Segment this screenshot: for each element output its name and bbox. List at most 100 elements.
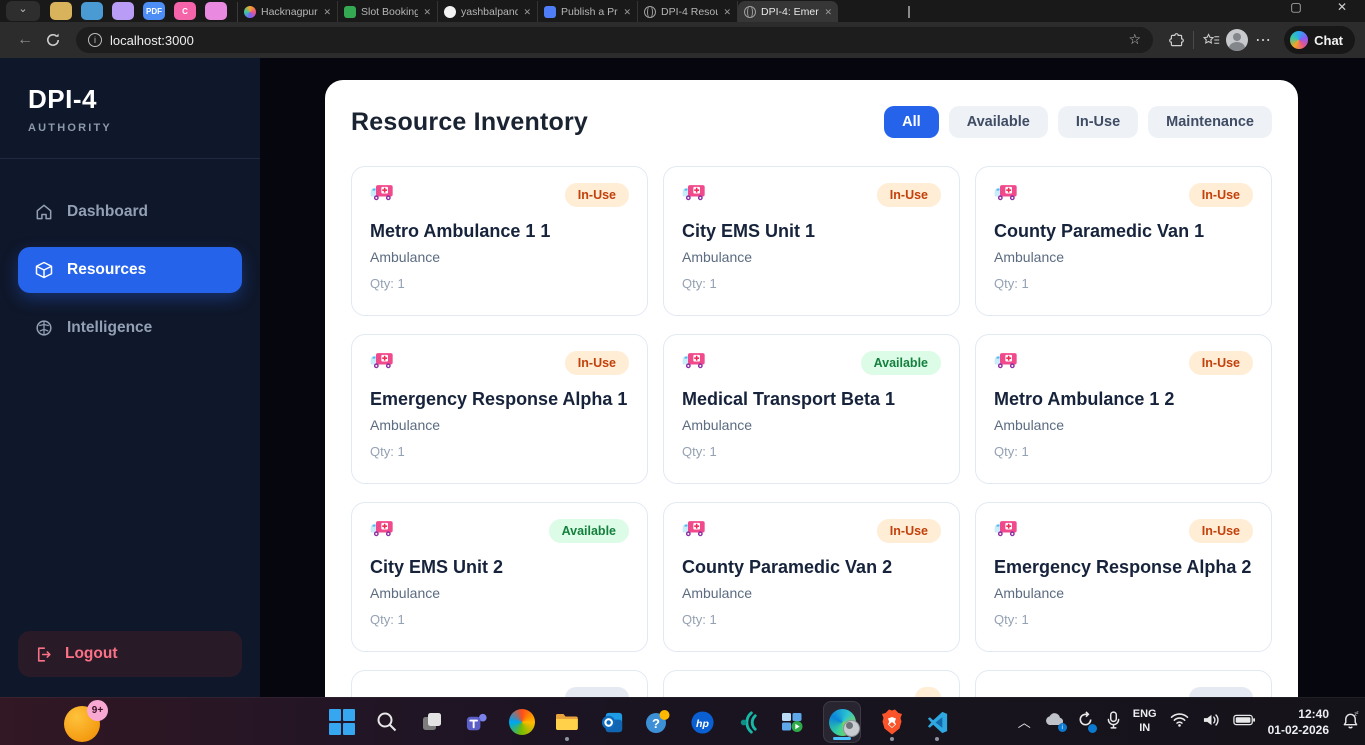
start-button[interactable] (328, 701, 356, 743)
get-help-button[interactable]: ? (643, 701, 671, 743)
tray-chevron-up-icon[interactable] (1018, 712, 1031, 732)
ambulance-icon (682, 185, 705, 201)
resource-type: Ambulance (370, 249, 441, 265)
browser-tab[interactable]: Slot Booking - Goo (338, 1, 438, 22)
tab-close-icon[interactable] (523, 6, 531, 18)
sidebar-item-label: Intelligence (67, 319, 153, 336)
pinned-tab[interactable] (50, 2, 72, 20)
resource-card[interactable]: Available City EMS Unit 2 Ambulance Qty:… (351, 502, 648, 652)
pinned-tab[interactable] (112, 2, 134, 20)
copilot-chat-button[interactable]: Chat (1284, 26, 1355, 54)
tab-favicon (544, 5, 556, 18)
profile-avatar[interactable] (1224, 29, 1250, 51)
resource-card[interactable]: In-Use Metro Ambulance 1 2 Ambulance Qty… (975, 334, 1272, 484)
back-button[interactable] (10, 31, 40, 49)
status-badge (915, 687, 941, 697)
tab-close-icon[interactable] (723, 6, 731, 18)
windows-logo-icon (329, 709, 355, 735)
pinned-tab[interactable]: C (174, 2, 196, 20)
tab-title: Hacknagpur 2.0 St (261, 5, 318, 18)
language-indicator[interactable]: ENG IN (1133, 708, 1157, 736)
browser-tab[interactable]: yashbalpande001/ (438, 1, 538, 22)
pinned-tab[interactable] (205, 2, 227, 20)
tab-close-icon[interactable] (824, 6, 832, 18)
wifi-icon[interactable] (1170, 712, 1189, 732)
edge-icon (828, 708, 861, 737)
clock[interactable]: 12:40 01-02-2026 (1268, 706, 1329, 738)
sidebar-item-resources[interactable]: Resources (18, 247, 242, 293)
resource-qty: Qty: 1 (682, 444, 717, 459)
resource-card[interactable]: In-Use County Paramedic Van 2 Ambulance … (663, 502, 960, 652)
tab-favicon (744, 5, 756, 18)
hp-button[interactable]: hp (688, 701, 716, 743)
search-button[interactable] (373, 701, 401, 743)
sidebar-item-dashboard[interactable]: Dashboard (18, 189, 242, 235)
filter-button[interactable]: Available (948, 106, 1048, 138)
resource-card-partial[interactable] (351, 670, 648, 697)
app-subtitle: AUTHORITY (28, 122, 112, 134)
taskbar-center: ? hp (328, 698, 951, 745)
resource-card[interactable]: In-Use Metro Ambulance 1 1 Ambulance Qty… (351, 166, 648, 316)
browser-tab[interactable]: DPI-4: Emergency (738, 1, 838, 22)
card-top-row: Available (682, 351, 941, 375)
browser-tab[interactable]: DPI-4 Resource Al (638, 1, 738, 22)
refresh-button[interactable] (40, 32, 66, 48)
close-icon[interactable] (1319, 0, 1365, 14)
url-text[interactable]: localhost:3000 (110, 32, 194, 48)
info-dot: i (1057, 723, 1067, 732)
sidebar-item-intelligence[interactable]: Intelligence (18, 305, 242, 351)
more-menu-icon[interactable] (1250, 30, 1276, 50)
sync-tray-icon[interactable] (1077, 711, 1097, 733)
tab-close-icon[interactable] (423, 6, 431, 18)
battery-icon[interactable] (1232, 713, 1255, 731)
tab-search-button[interactable] (6, 1, 40, 21)
package-icon (35, 261, 53, 279)
resource-card[interactable]: In-Use Emergency Response Alpha 2 Ambula… (975, 502, 1272, 652)
filter-button[interactable]: All (884, 106, 939, 138)
widgets-button[interactable]: 9+ (64, 700, 108, 742)
maximize-icon[interactable] (1273, 0, 1319, 14)
new-tab-button[interactable] (908, 6, 910, 18)
pinned-tab[interactable]: PDF (143, 2, 165, 20)
resource-card-partial[interactable] (975, 670, 1272, 697)
task-view-button[interactable] (418, 701, 446, 743)
tab-close-icon[interactable] (623, 6, 631, 18)
site-info-icon[interactable] (88, 33, 102, 47)
media-app-button[interactable] (778, 701, 806, 743)
resource-qty: Qty: 1 (370, 276, 405, 291)
browser-tab[interactable]: Publish a Project (538, 1, 638, 22)
resource-card[interactable]: In-Use County Paramedic Van 1 Ambulance … (975, 166, 1272, 316)
brave-button[interactable] (878, 701, 906, 743)
copilot-button[interactable] (508, 701, 536, 743)
onedrive-tray-icon[interactable]: i (1044, 712, 1067, 732)
address-bar[interactable]: localhost:3000 (76, 27, 1154, 53)
resource-card-partial[interactable] (663, 670, 960, 697)
sidebar-item-label: Dashboard (67, 203, 148, 220)
filter-button[interactable]: In-Use (1057, 106, 1139, 138)
pinned-tab[interactable] (81, 2, 103, 20)
resource-card[interactable]: Available Medical Transport Beta 1 Ambul… (663, 334, 960, 484)
svg-text:z: z (1356, 711, 1358, 715)
file-explorer-button[interactable] (553, 701, 581, 743)
vscode-button[interactable] (923, 701, 951, 743)
browser-tab[interactable]: Hacknagpur 2.0 St (238, 1, 338, 22)
bookmark-star-icon[interactable] (1129, 31, 1142, 49)
status-badge: In-Use (876, 183, 941, 207)
logout-button[interactable]: Logout (18, 631, 242, 677)
time: 12:40 (1298, 706, 1329, 721)
teams-button[interactable] (463, 701, 491, 743)
outlook-button[interactable] (598, 701, 626, 743)
volume-icon[interactable] (1202, 712, 1220, 733)
edge-button[interactable] (823, 701, 861, 743)
status-badge: In-Use (1188, 351, 1253, 375)
signal-app-button[interactable] (733, 701, 761, 743)
microphone-tray-icon[interactable] (1107, 710, 1120, 734)
resource-card[interactable]: In-Use City EMS Unit 1 Ambulance Qty: 1 (663, 166, 960, 316)
extensions-icon[interactable] (1163, 32, 1189, 49)
favorites-icon[interactable] (1198, 32, 1224, 48)
tab-close-icon[interactable] (323, 6, 331, 18)
filter-button[interactable]: Maintenance (1148, 106, 1272, 138)
status-badge (565, 687, 629, 697)
resource-card[interactable]: In-Use Emergency Response Alpha 1 Ambula… (351, 334, 648, 484)
